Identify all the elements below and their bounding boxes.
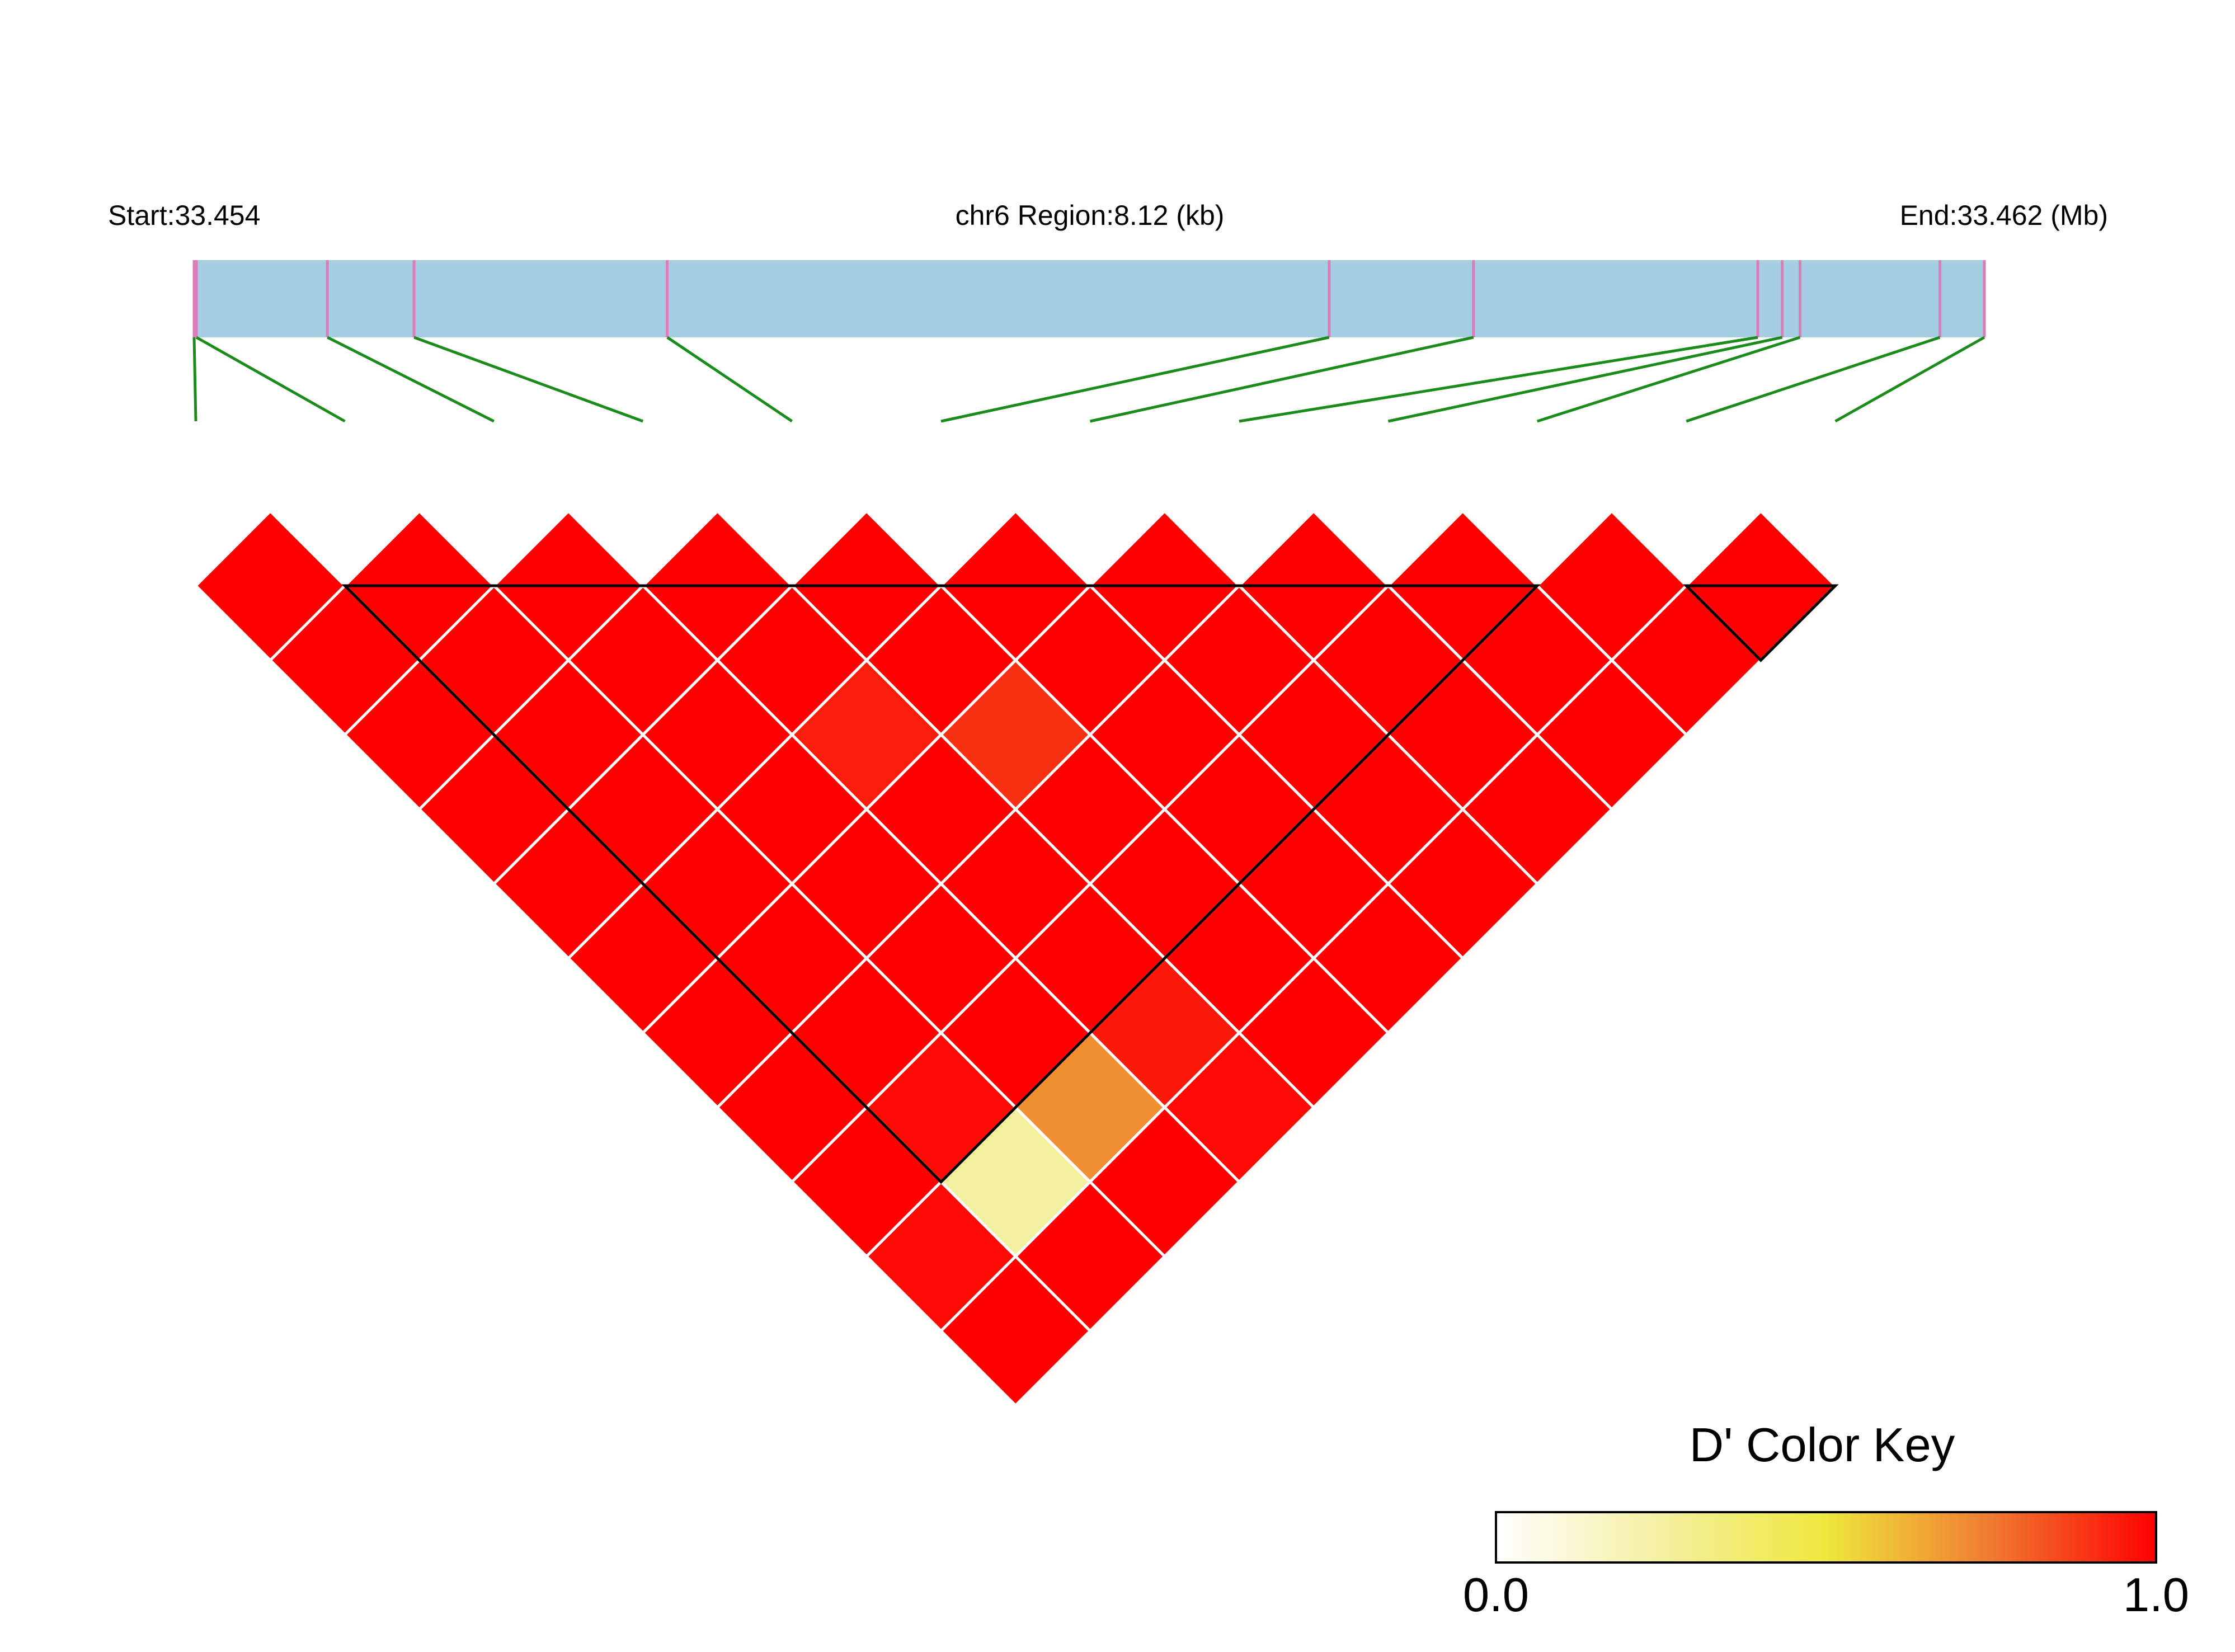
haplotype-block-1 xyxy=(341,584,1541,1184)
snp-connector-6 xyxy=(940,336,1330,423)
snp-ticks xyxy=(192,260,1986,337)
color-key-bar xyxy=(1495,1511,2157,1564)
snp-connector-4 xyxy=(413,336,644,423)
region-end-label: End:33.462 (Mb) xyxy=(1900,200,2108,231)
snp-connector-12 xyxy=(1834,336,1985,423)
snp-connectors xyxy=(192,336,1985,423)
snp-connector-5 xyxy=(666,336,793,423)
snp-connector-2 xyxy=(195,336,346,423)
color-key-title: D' Color Key xyxy=(1690,1419,1955,1472)
snp-connector-1 xyxy=(192,337,197,422)
haplotype-block-2 xyxy=(1683,584,1839,662)
chromosome-region-bar xyxy=(194,260,1984,337)
region-center-label: chr6 Region:8.12 (kb) xyxy=(956,200,1225,231)
snp-connector-8 xyxy=(1239,336,1758,423)
snp-connector-3 xyxy=(327,336,495,423)
snp-connector-7 xyxy=(1089,336,1474,423)
snp-connector-10 xyxy=(1536,336,1801,423)
ld-cells xyxy=(194,509,1838,1408)
region-start-label: Start:33.454 xyxy=(108,200,260,231)
snp-connector-9 xyxy=(1387,336,1783,423)
haplotype-blocks xyxy=(341,584,1839,1184)
color-key-min-label: 0.0 xyxy=(1463,1569,1529,1622)
color-key-max-label: 1.0 xyxy=(2123,1569,2189,1622)
ld-cell-snp1-snp12 xyxy=(939,1254,1093,1408)
snp-connector-11 xyxy=(1686,336,1941,423)
